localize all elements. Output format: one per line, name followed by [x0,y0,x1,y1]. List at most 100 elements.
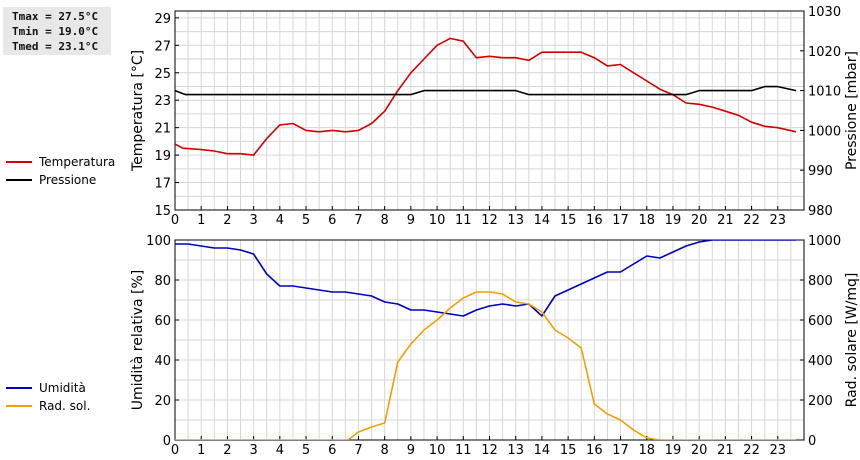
series-line-temperatura [175,37,797,156]
y-tick-label: 80 [154,274,171,289]
legend-swatch-umidita [6,387,32,389]
y-tick-label: 60 [154,314,171,329]
x-tick-label: 15 [560,213,577,228]
legend-swatch-rad-sol [6,405,32,407]
legend-label-umidita: Umidità [39,381,86,395]
y-tick-label: 20 [154,394,171,409]
y-axis-label: Temperatura [°C] [130,50,146,172]
legend-label-pressione: Pressione [39,173,97,187]
legend-item-pressione: Pressione [6,171,115,189]
x-tick-label: 9 [407,443,415,458]
y2-tick-label: 800 [808,274,833,289]
y-tick-label: 25 [154,67,171,82]
y-tick-label: 17 [154,177,171,192]
legend-bottom: Umidità Rad. sol. [6,379,90,415]
x-tick-label: 4 [276,443,284,458]
stat-tmax: Tmax = 27.5°C [12,10,99,23]
y2-tick-label: 400 [808,354,833,369]
stats-box: Tmax = 27.5°C Tmin = 19.0°C Tmed = 23.1°… [3,7,111,55]
y-tick-label: 27 [154,39,171,54]
x-tick-label: 8 [381,443,389,458]
y2-tick-label: 1030 [808,5,841,20]
legend-label-rad-sol: Rad. sol. [39,399,91,413]
x-tick-label: 2 [223,443,231,458]
x-tick-label: 16 [586,443,603,458]
y2-tick-label: 200 [808,394,833,409]
series-line-pressione [175,85,797,96]
y2-axis-label: Pressione [mbar] [844,51,860,170]
y-tick-label: 100 [146,234,171,249]
y2-tick-label: 1000 [808,234,841,249]
x-tick-label: 3 [249,443,257,458]
x-tick-label: 1 [197,443,205,458]
x-tick-label: 11 [455,443,472,458]
stat-tmin: Tmin = 19.0°C [12,25,99,38]
x-tick-label: 10 [429,443,446,458]
y2-tick-label: 990 [808,164,833,179]
x-tick-label: 23 [770,443,787,458]
x-tick-label: 0 [171,213,179,228]
x-tick-label: 20 [691,443,708,458]
x-tick-label: 5 [302,213,310,228]
x-tick-label: 14 [534,443,551,458]
x-tick-label: 22 [743,443,760,458]
x-tick-label: 11 [455,213,472,228]
y-tick-label: 40 [154,354,171,369]
x-tick-label: 13 [507,213,524,228]
x-tick-label: 1 [197,213,205,228]
x-tick-label: 6 [328,213,336,228]
y2-tick-label: 1000 [808,124,841,139]
x-tick-label: 15 [560,443,577,458]
series-line-umidit [175,240,797,317]
x-tick-label: 12 [481,213,498,228]
x-tick-label: 17 [612,443,629,458]
y2-tick-label: 1010 [808,85,841,100]
x-tick-label: 13 [507,443,524,458]
x-tick-label: 4 [276,213,284,228]
x-tick-label: 7 [354,213,362,228]
legend-swatch-pressione [6,179,32,181]
y-tick-label: 19 [154,149,171,164]
x-tick-label: 12 [481,443,498,458]
legend-item-rad-sol: Rad. sol. [6,397,90,415]
x-tick-label: 18 [638,213,655,228]
x-tick-label: 5 [302,443,310,458]
x-tick-label: 17 [612,213,629,228]
y-tick-label: 0 [163,434,171,449]
y-tick-label: 29 [154,12,171,27]
x-tick-label: 22 [743,213,760,228]
x-tick-label: 6 [328,443,336,458]
legend-top: Temperatura Pressione [6,153,115,189]
x-tick-label: 7 [354,443,362,458]
x-tick-label: 21 [717,443,734,458]
x-tick-label: 8 [381,213,389,228]
series-line-rad-sol [175,291,797,440]
stat-tmed: Tmed = 23.1°C [12,40,99,53]
x-tick-label: 16 [586,213,603,228]
y-tick-label: 21 [154,122,171,137]
x-tick-label: 2 [223,213,231,228]
y2-tick-label: 600 [808,314,833,329]
legend-item-temperatura: Temperatura [6,153,115,171]
x-tick-label: 19 [665,443,682,458]
y-axis-label: Umidità relativa [%] [130,270,146,411]
legend-item-umidita: Umidità [6,379,90,397]
x-tick-label: 23 [770,213,787,228]
x-tick-label: 0 [171,443,179,458]
x-tick-label: 18 [638,443,655,458]
x-tick-label: 9 [407,213,415,228]
legend-swatch-temperatura [6,161,32,163]
x-tick-label: 3 [249,213,257,228]
x-tick-label: 10 [429,213,446,228]
x-tick-label: 21 [717,213,734,228]
y2-tick-label: 0 [808,434,816,449]
y-tick-label: 23 [154,94,171,109]
y2-axis-label: Rad. solare [W/mq] [844,273,860,408]
y2-tick-label: 980 [808,204,833,219]
chart-panel-bottom: 0 1 2 3 4 5 6 7 8 9 10 11 12 13 14 15 16 17 18 19 20 21 22 2302… [130,234,860,458]
legend-label-temperatura: Temperatura [39,155,116,169]
y-tick-label: 15 [154,204,171,219]
x-tick-label: 19 [665,213,682,228]
x-tick-label: 20 [691,213,708,228]
